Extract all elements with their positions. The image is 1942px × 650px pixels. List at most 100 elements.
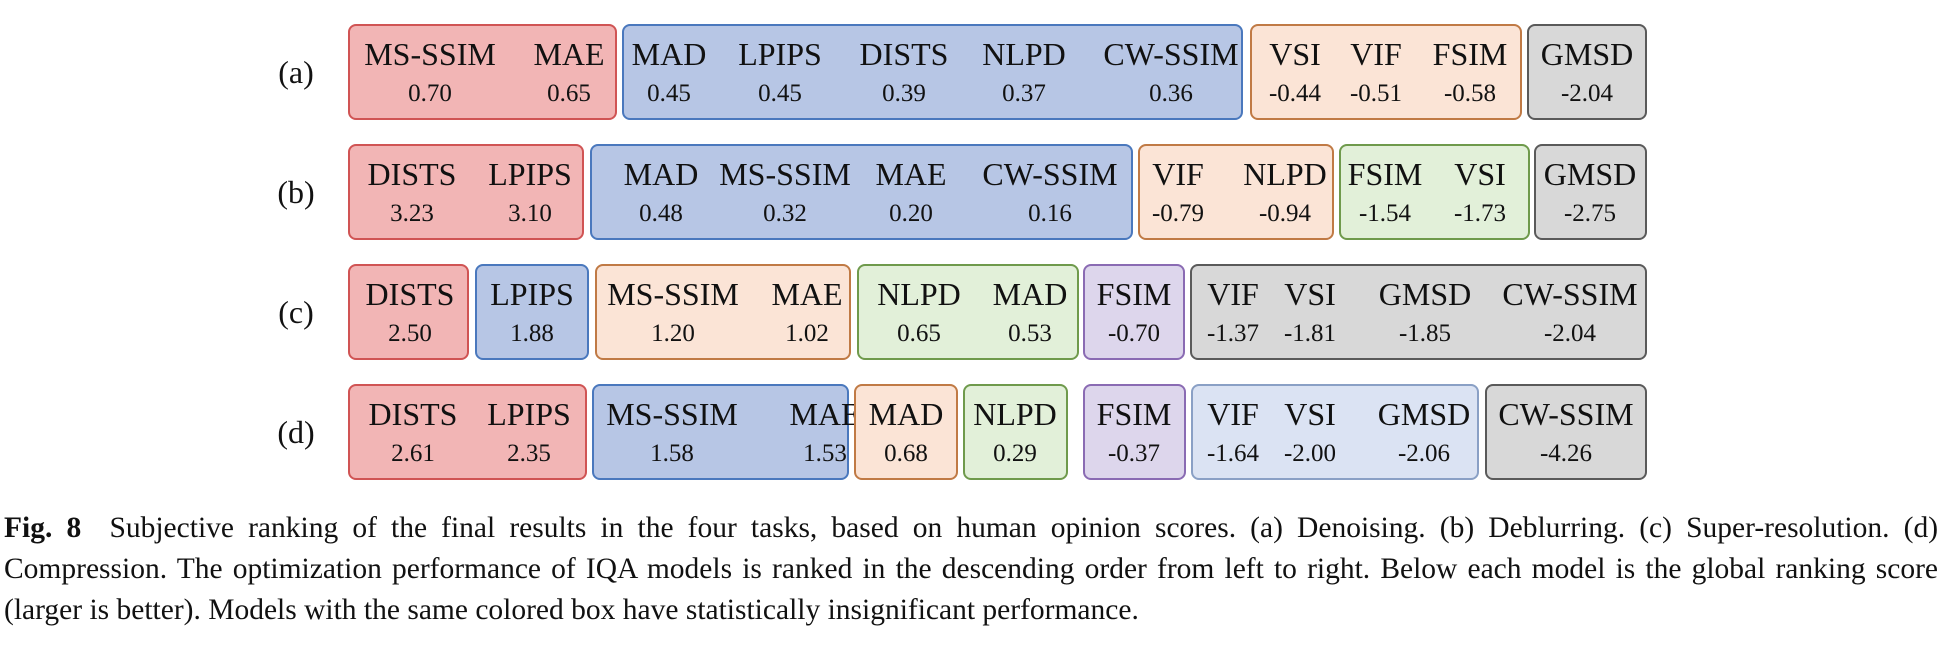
task-row: (b) DISTS 3.23 LPIPS 3.10 MAD 0.48 MS-SSIM 0.32 M… (0, 144, 1942, 240)
figure-caption: Fig. 8 Subjective ranking of the final r… (4, 508, 1938, 650)
metric-group-box (1250, 24, 1522, 120)
metric-score: 0.45 (647, 80, 691, 107)
metric-group-box (1190, 264, 1647, 360)
metric-group-box (854, 384, 958, 480)
metric-score: 0.65 (547, 80, 591, 107)
metric-entry: MAD 0.68 (826, 384, 986, 480)
metric-name: CW-SSIM (982, 156, 1118, 192)
metric-entry: NLPD 0.29 (935, 384, 1095, 480)
metric-entry: FSIM -1.54 (1305, 144, 1465, 240)
metric-name: DISTS (365, 276, 455, 312)
metric-entry: DISTS 2.50 (330, 264, 490, 360)
metric-entry: FSIM -0.58 (1390, 24, 1550, 120)
task-label: (b) (277, 173, 315, 210)
metric-name: GMSD (1543, 156, 1637, 192)
metric-name: DISTS (367, 156, 457, 192)
metric-name: NLPD (1243, 156, 1327, 192)
metric-name: VIF (1207, 276, 1259, 312)
task-label: (a) (278, 53, 314, 90)
metric-score: 0.68 (884, 440, 928, 467)
metric-score: 0.20 (889, 200, 933, 227)
task-row: (a) MS-SSIM 0.70 MAE 0.65 MAD 0.45 LPIPS 0.45 DIS… (0, 24, 1942, 120)
metric-name: FSIM (1096, 276, 1172, 312)
metric-score: 0.37 (1002, 80, 1046, 107)
metric-name: VIF (1152, 156, 1204, 192)
metric-name: FSIM (1096, 396, 1172, 432)
metric-entry: VSI -0.44 (1215, 24, 1375, 120)
metric-name: LPIPS (487, 396, 571, 432)
metric-name: FSIM (1347, 156, 1423, 192)
metric-entry: FSIM -0.70 (1054, 264, 1214, 360)
metric-score: 0.65 (897, 320, 941, 347)
metric-score: 0.29 (993, 440, 1037, 467)
metric-entry: MAE 1.02 (727, 264, 887, 360)
metric-score: -4.26 (1539, 440, 1593, 467)
metric-score: -0.94 (1258, 200, 1312, 227)
metric-group-box (348, 24, 617, 120)
metric-entry: MAE 0.20 (831, 144, 991, 240)
metric-score: 3.10 (508, 200, 552, 227)
metric-entry: MS-SSIM 0.70 (350, 24, 510, 120)
metric-score: -0.70 (1107, 320, 1161, 347)
metric-name: MAE (789, 396, 861, 432)
metric-score: 0.45 (758, 80, 802, 107)
metric-group-box (1083, 264, 1185, 360)
metric-name: LPIPS (488, 156, 572, 192)
metric-group-box (348, 264, 469, 360)
metric-name: MAD (868, 396, 944, 432)
metric-score: -1.73 (1453, 200, 1507, 227)
metric-name: MS-SSIM (607, 276, 739, 312)
metric-score: 0.39 (882, 80, 926, 107)
metric-group-box (595, 264, 851, 360)
metric-name: MAD (631, 36, 707, 72)
metric-name: MAE (875, 156, 947, 192)
metric-name: NLPD (982, 36, 1066, 72)
metric-score: 0.32 (763, 200, 807, 227)
metric-entry: VSI -1.73 (1400, 144, 1560, 240)
metric-score: -1.85 (1398, 320, 1452, 347)
metric-score: 1.20 (651, 320, 695, 347)
metric-entry: MS-SSIM 1.58 (592, 384, 752, 480)
metric-score: -2.06 (1397, 440, 1451, 467)
metric-entry: GMSD -1.85 (1345, 264, 1505, 360)
metric-entry: CW-SSIM 0.16 (970, 144, 1130, 240)
metric-name: MS-SSIM (606, 396, 738, 432)
metric-group-box (857, 264, 1079, 360)
task-label: (d) (277, 413, 315, 450)
metric-score: -0.79 (1151, 200, 1205, 227)
metric-name: GMSD (1377, 396, 1471, 432)
metric-score: 0.48 (639, 200, 683, 227)
metric-score: 1.88 (510, 320, 554, 347)
metric-entry: MAD 0.53 (950, 264, 1110, 360)
metric-entry: NLPD 0.65 (839, 264, 999, 360)
metric-group-box (348, 384, 587, 480)
metric-group-box (475, 264, 589, 360)
metric-entry: LPIPS 1.88 (452, 264, 612, 360)
metric-score: 0.16 (1028, 200, 1072, 227)
metric-score: 2.35 (507, 440, 551, 467)
metric-score: 1.53 (803, 440, 847, 467)
metric-name: MAD (992, 276, 1068, 312)
metric-entry: MAE 0.65 (489, 24, 649, 120)
metric-score: 1.02 (785, 320, 829, 347)
metric-entry: DISTS 0.39 (824, 24, 984, 120)
metric-score: -2.75 (1563, 200, 1617, 227)
metric-group-box (1485, 384, 1647, 480)
metric-group-box (963, 384, 1068, 480)
metric-group-box (590, 144, 1133, 240)
metric-name: VIF (1350, 36, 1402, 72)
metric-name: NLPD (877, 276, 961, 312)
metric-score: 2.61 (391, 440, 435, 467)
metric-score: 0.53 (1008, 320, 1052, 347)
metric-name: LPIPS (738, 36, 822, 72)
metric-entry: MS-SSIM 1.20 (593, 264, 753, 360)
metric-score: -1.54 (1358, 200, 1412, 227)
metric-entry: LPIPS 3.10 (450, 144, 610, 240)
metric-score: -2.00 (1283, 440, 1337, 467)
metric-group-box (622, 24, 1243, 120)
metric-entry: VIF -1.37 (1153, 264, 1313, 360)
metric-score: 1.58 (650, 440, 694, 467)
metric-name: VSI (1284, 396, 1336, 432)
task-label: (c) (278, 293, 314, 330)
metric-entry: VSI -2.00 (1230, 384, 1390, 480)
